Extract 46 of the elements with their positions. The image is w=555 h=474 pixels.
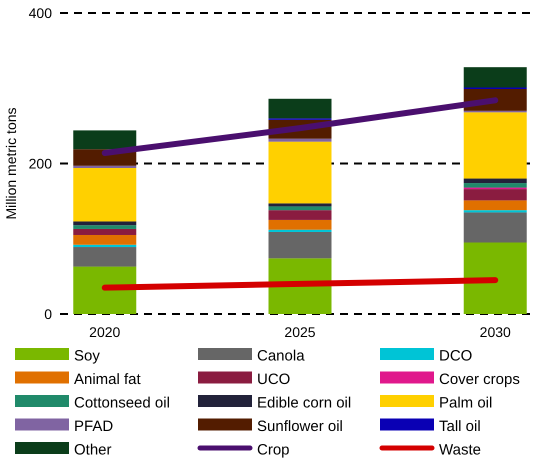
y-tick-label: 0 — [44, 306, 52, 322]
legend-label: Palm oil — [439, 394, 492, 412]
legend-label: Sunflower oil — [257, 418, 343, 435]
bar — [268, 210, 332, 220]
bar — [73, 225, 136, 229]
legend-label: UCO — [257, 370, 290, 388]
bar — [268, 220, 332, 230]
bar — [73, 247, 136, 267]
bar — [268, 232, 332, 258]
legend-label: Cover crops — [439, 370, 520, 388]
bar — [464, 242, 527, 314]
legend-label: Cottonseed oil — [74, 394, 170, 412]
legend-label: Tall oil — [439, 418, 481, 435]
legend-label: Canola — [257, 347, 306, 364]
bar — [73, 168, 136, 222]
bar — [268, 98, 332, 118]
legend-label: Edible corn oil — [257, 394, 352, 412]
legend-label: Animal fat — [74, 370, 142, 388]
legend-label: Soy — [74, 347, 100, 364]
y-tick-label: 200 — [28, 155, 52, 172]
bar — [464, 200, 527, 210]
legend-label: Crop — [257, 441, 290, 458]
legend-label: Other — [74, 441, 112, 458]
bar — [73, 130, 136, 150]
bar — [268, 138, 332, 142]
legend-label: Waste — [439, 441, 481, 458]
x-tick-label: 2030 — [480, 324, 512, 340]
bar — [464, 183, 527, 188]
bar — [73, 266, 136, 314]
bar — [464, 67, 527, 88]
bar — [268, 142, 332, 204]
bar — [268, 206, 332, 210]
legend-label: PFAD — [74, 418, 114, 435]
y-axis-title: Million metric tons — [3, 107, 19, 220]
bar — [464, 189, 527, 200]
bar — [73, 234, 136, 245]
bar — [464, 212, 527, 243]
bar — [464, 112, 527, 179]
bar — [268, 203, 332, 206]
bar — [73, 228, 136, 235]
bar — [73, 221, 136, 226]
bar — [464, 178, 527, 184]
y-tick-label: 400 — [28, 4, 52, 21]
legend-label: DCO — [439, 347, 472, 364]
x-tick-label: 2025 — [284, 324, 316, 340]
x-tick-label: 2020 — [89, 324, 121, 340]
